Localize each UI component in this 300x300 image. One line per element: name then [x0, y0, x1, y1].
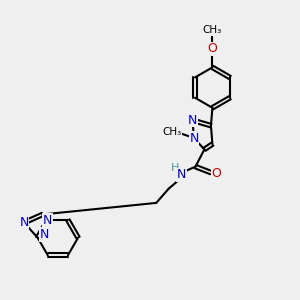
- Text: CH₃: CH₃: [162, 127, 182, 136]
- Text: O: O: [208, 42, 218, 56]
- Text: CH₃: CH₃: [203, 25, 222, 35]
- Text: N: N: [188, 114, 197, 127]
- Text: O: O: [211, 167, 221, 180]
- Text: N: N: [43, 214, 52, 227]
- Text: N: N: [189, 132, 199, 145]
- Text: N: N: [40, 228, 50, 241]
- Text: N: N: [176, 169, 186, 182]
- Text: N: N: [43, 214, 52, 227]
- Text: H: H: [170, 164, 179, 173]
- Text: N: N: [20, 216, 29, 229]
